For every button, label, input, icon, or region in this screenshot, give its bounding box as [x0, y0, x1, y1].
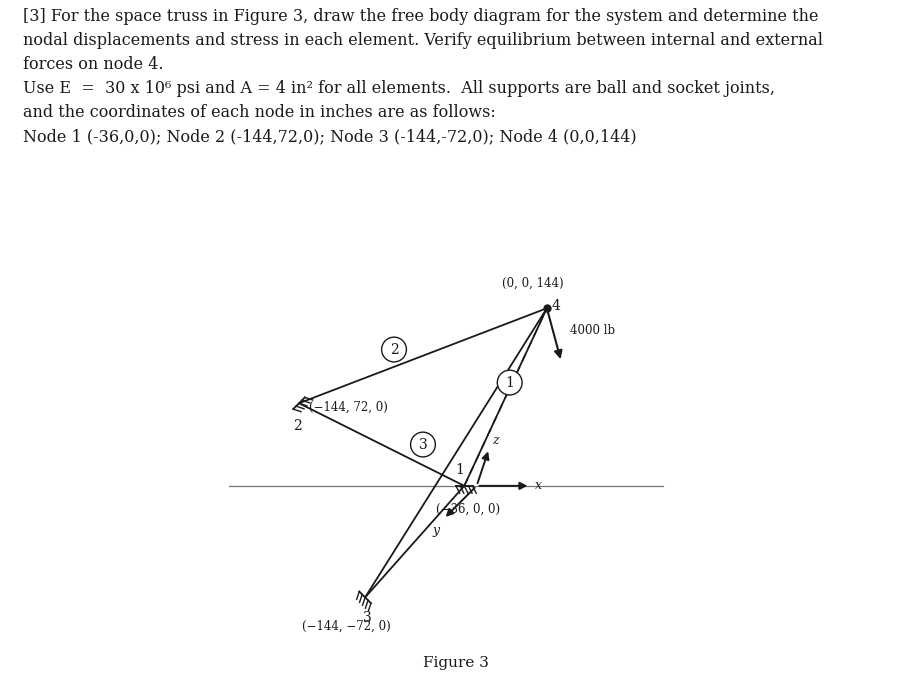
Text: 4: 4: [551, 299, 560, 313]
Circle shape: [496, 370, 521, 395]
Text: 1: 1: [456, 463, 464, 477]
Circle shape: [381, 337, 406, 362]
Text: [3] For the space truss in Figure 3, draw the free body diagram for the system a: [3] For the space truss in Figure 3, dra…: [23, 7, 822, 146]
Text: (0, 0, 144): (0, 0, 144): [501, 277, 563, 290]
Text: (−36, 0, 0): (−36, 0, 0): [435, 503, 500, 516]
Text: z: z: [492, 434, 498, 447]
Text: 3: 3: [363, 611, 371, 625]
Text: Figure 3: Figure 3: [423, 656, 488, 670]
Text: 2: 2: [292, 419, 301, 433]
Text: 3: 3: [418, 437, 427, 452]
Text: y: y: [432, 524, 439, 537]
Text: (−144, 72, 0): (−144, 72, 0): [309, 401, 388, 414]
Text: 1: 1: [505, 375, 514, 390]
Circle shape: [410, 432, 435, 457]
Text: (−144, −72, 0): (−144, −72, 0): [302, 620, 391, 633]
Text: 4000 lb: 4000 lb: [569, 324, 614, 337]
Text: 2: 2: [389, 343, 398, 356]
Text: x: x: [535, 479, 542, 492]
